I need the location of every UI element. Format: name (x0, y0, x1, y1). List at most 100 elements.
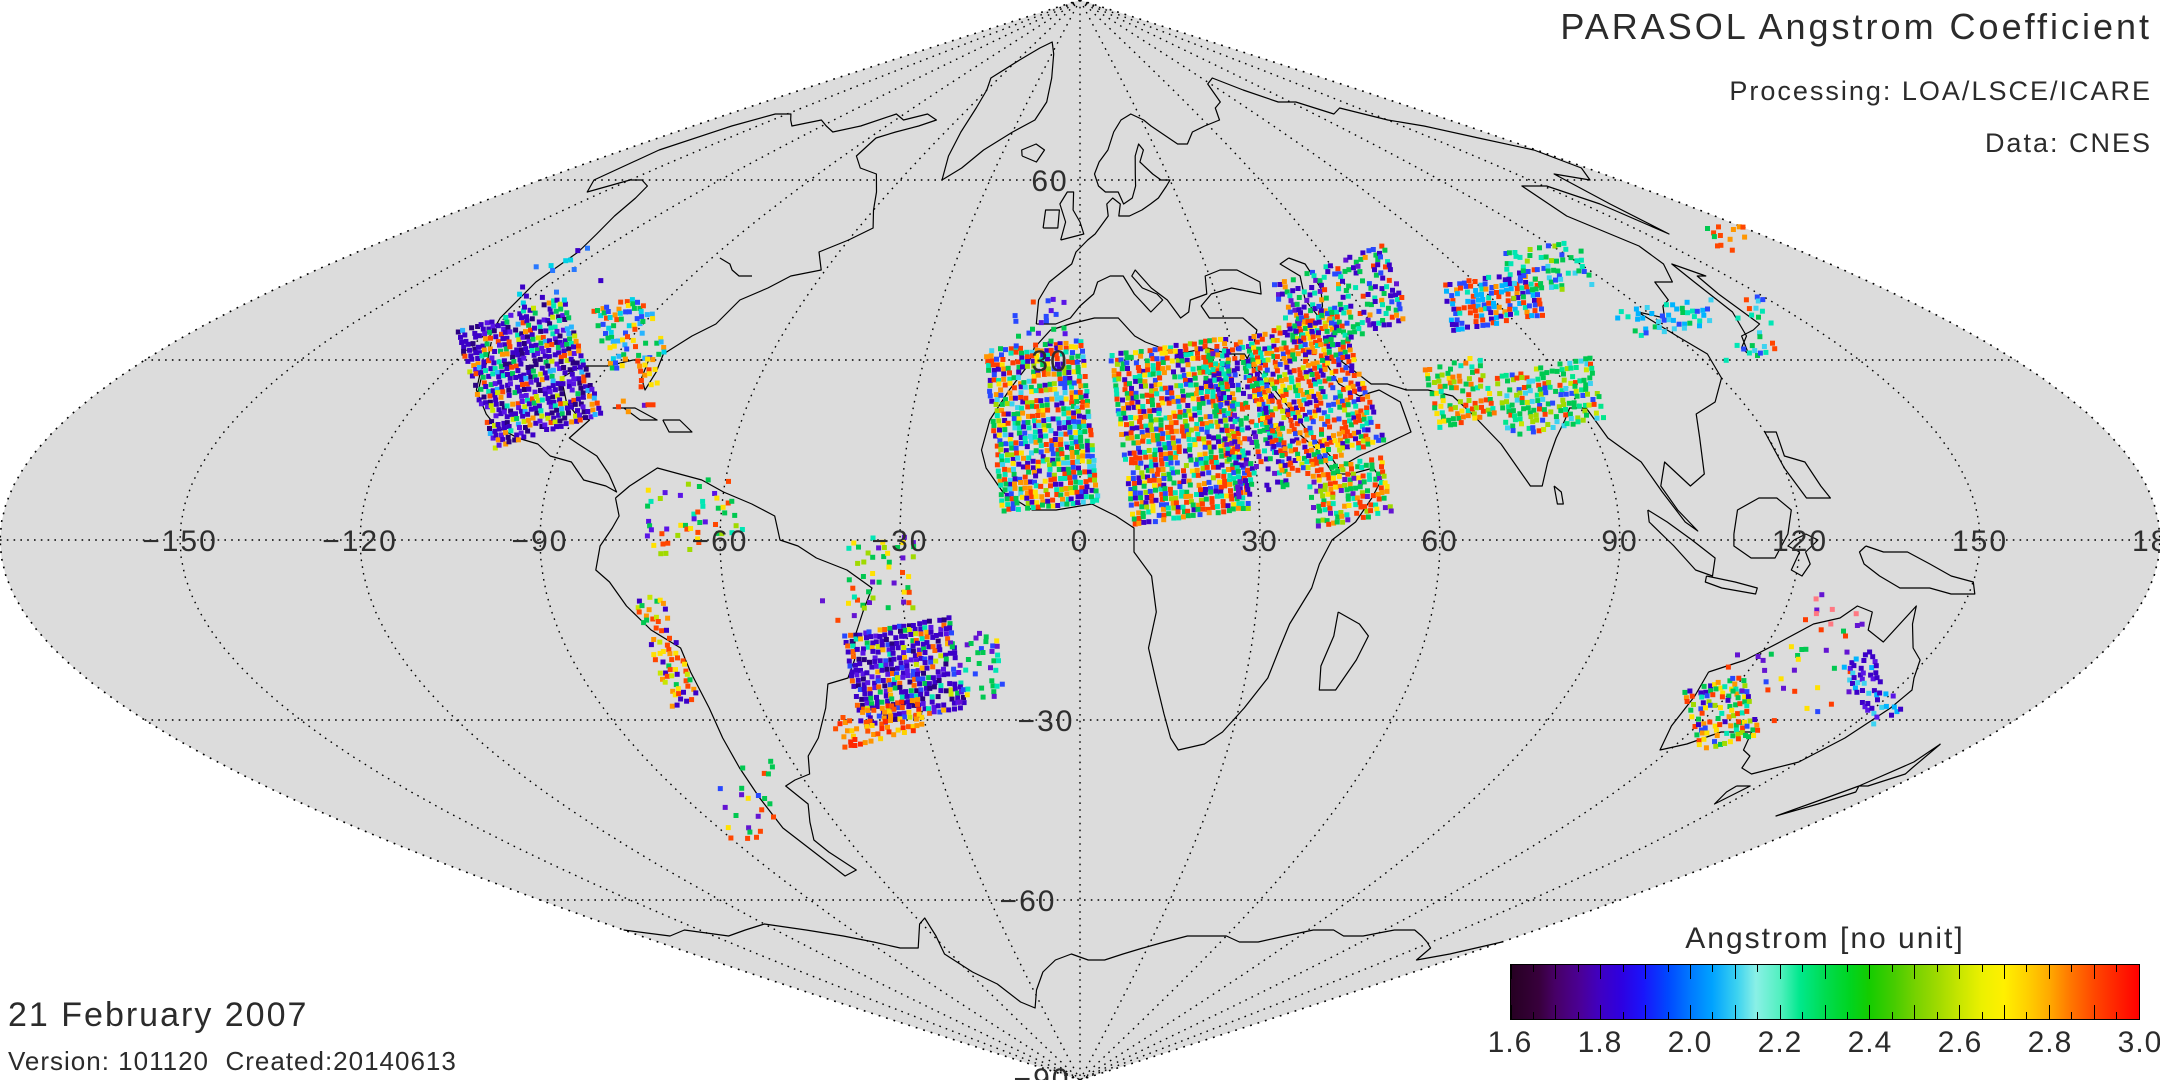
swath-japan-specks (1723, 294, 1778, 363)
coastline-australia (1659, 605, 1921, 775)
major-tick (1689, 965, 1691, 979)
major-tick (1510, 1005, 1512, 1019)
major-tick (1779, 1005, 1781, 1019)
page-title: PARASOL Angstrom Coefficient (1560, 6, 2152, 47)
lon-label: 120 (1772, 525, 1828, 558)
coastline-nz-south (1775, 785, 1860, 817)
coastline-eurasia (1035, 77, 1723, 532)
major-tick (1734, 965, 1736, 979)
swath-tarim-cluster (1443, 267, 1545, 333)
lon-label: −150 (142, 525, 218, 558)
swath-south-africa-coast (833, 697, 925, 750)
lon-label: 150 (1952, 525, 2008, 558)
coastline-borneo (1733, 497, 1792, 559)
major-tick (1734, 1005, 1736, 1019)
major-tick (2003, 1005, 2005, 1019)
minor-tick (1981, 1012, 1983, 1019)
coastline-philippines (1764, 431, 1831, 499)
swath-horn-of-africa (1305, 455, 1394, 529)
coastline-iceland (1021, 143, 1046, 163)
coastline-cuba (612, 407, 658, 421)
minor-tick (2071, 965, 2073, 972)
lon-label: 180 (2132, 525, 2160, 558)
major-tick (1600, 1005, 1602, 1019)
minor-tick (1757, 1012, 1759, 1019)
minor-tick (1802, 1012, 1804, 1019)
meridian-line (1079, 0, 1801, 1080)
processing-credit: Processing: LOA/LSCE/ICARE (1729, 76, 2152, 106)
lon-label: −90 (512, 525, 569, 558)
coastline-hispaniola (662, 419, 693, 433)
major-tick (2138, 1005, 2140, 1019)
major-tick (1779, 965, 1781, 979)
coastline-madagascar (1318, 611, 1369, 691)
coastline-south-america (595, 467, 873, 877)
swath-se-us-swath (591, 297, 667, 371)
lat-label: −60 (1000, 885, 1057, 918)
colorbar-tick-labels: 1.6 1.8 2.0 2.2 2.4 2.6 2.8 3.0 (1488, 1026, 2160, 1060)
colorbar-tick-label: 1.6 (1487, 1026, 1533, 1059)
major-tick (1510, 965, 1512, 979)
coastline-great-lakes (719, 257, 752, 277)
major-tick (1689, 1005, 1691, 1019)
swath-india-swath (1494, 355, 1606, 437)
swath-australia-interior (1725, 628, 1853, 738)
major-tick (1824, 1005, 1826, 1019)
coastline-sumatra (1647, 509, 1716, 577)
swath-gulf-sparse (517, 245, 604, 310)
major-tick (1959, 965, 1961, 979)
minor-tick (1891, 965, 1893, 972)
major-tick (1869, 1005, 1871, 1019)
minor-tick (1532, 1012, 1534, 1019)
swath-peru-coast (635, 594, 699, 709)
lat-label: −30 (1018, 705, 1075, 738)
swath-mozambique (948, 630, 1005, 705)
lat-label: −90 (1014, 1063, 1071, 1080)
meridian-line (1079, 0, 1621, 1080)
minor-tick (2026, 1012, 2028, 1019)
major-tick (2048, 965, 2050, 979)
minor-tick (1802, 965, 1804, 972)
minor-tick (1667, 965, 1669, 972)
swath-southern-africa (842, 615, 967, 728)
colorbar-tick-label: 2.8 (2027, 1026, 2073, 1059)
major-tick (2093, 1005, 2095, 1019)
major-tick (2048, 1005, 2050, 1019)
swath-mexico (455, 297, 604, 451)
minor-tick (1846, 1012, 1848, 1019)
coastline-africa (980, 317, 1382, 751)
lon-label: −120 (322, 525, 398, 558)
lon-label: −60 (692, 525, 749, 558)
lat-label: 30 (1031, 345, 1068, 378)
data-source-credit: Data: CNES (1984, 128, 2152, 158)
minor-tick (1577, 1012, 1579, 1019)
swath-argentina (717, 758, 776, 841)
lon-label: 0 (1071, 525, 1090, 558)
colorbar-tick-label: 3.0 (2117, 1026, 2160, 1059)
minor-tick (2116, 1012, 2118, 1019)
coastline-japan (1671, 263, 1761, 355)
minor-tick (1936, 965, 1938, 972)
swath-turkey-iran (1272, 243, 1406, 358)
major-tick (2138, 965, 2140, 979)
colorbar-tick-label: 2.4 (1847, 1026, 1893, 1059)
version-label: Version: 101120 Created:20140613 (8, 1046, 457, 1076)
lon-label: 30 (1241, 525, 1278, 558)
colorbar-title: Angstrom [no unit] (1685, 922, 1965, 955)
colorbar-gradient (1510, 964, 2140, 1020)
swath-central-africa-specks (846, 534, 917, 611)
major-tick (1555, 965, 1557, 979)
minor-tick (1577, 965, 1579, 972)
swath-australia-west (1682, 675, 1761, 751)
coastline-nz-north (1858, 743, 1941, 787)
major-tick (1959, 1005, 1961, 1019)
colorbar: Angstrom [no unit] 1.6 1.8 2.0 2.2 2.4 2.6 2.8… (1488, 922, 2160, 1060)
date-label: 21 February 2007 (8, 996, 309, 1034)
minor-tick (2026, 965, 2028, 972)
colorbar-tick-label: 2.6 (1937, 1026, 1983, 1059)
swath-cuba-specks (616, 398, 656, 415)
coastline-sri-lanka (1553, 485, 1564, 505)
colorbar-tick-label: 1.8 (1577, 1026, 1623, 1059)
